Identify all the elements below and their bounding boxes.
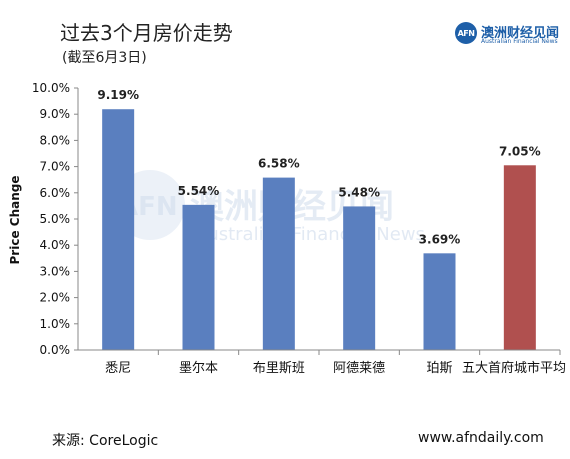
bar [102, 109, 135, 350]
category-label: 悉尼 [105, 361, 131, 376]
afn-logo: AFN 澳洲财经见闻 Australian Financial News [455, 22, 565, 52]
category-label: 墨尔本 [179, 361, 218, 376]
website-text: www.afndaily.com [418, 430, 544, 446]
data-label: 7.05% [499, 144, 541, 158]
y-tick-label: 10.0% [32, 81, 70, 95]
y-tick-label: 2.0% [40, 291, 71, 305]
watermark-en: Australian Financial News [195, 224, 425, 245]
data-label: 6.58% [258, 157, 300, 171]
y-tick-label: 1.0% [40, 317, 71, 331]
data-labels: 9.19% 5.54% 6.58% 5.48% 3.69% 7.05% [97, 88, 540, 246]
y-tick-label: 0.0% [40, 343, 71, 357]
y-tick-label: 8.0% [40, 133, 71, 147]
category-label: 珀斯 [426, 361, 452, 376]
data-label: 3.69% [419, 232, 461, 246]
category-label: 五大首府城市平均 [462, 360, 566, 376]
y-tick-label: 4.0% [40, 238, 71, 252]
category-label: 布里斯班 [253, 361, 305, 376]
data-label: 5.54% [178, 184, 220, 198]
chart-subtitle: (截至6月3日) [62, 50, 147, 66]
afn-logo-icon: AFN [455, 22, 477, 44]
data-label: 9.19% [97, 88, 139, 102]
data-label: 5.48% [338, 185, 380, 199]
y-tick-label: 6.0% [40, 186, 71, 200]
logo-name-cn: 澳洲财经见闻 [481, 26, 560, 41]
bar [182, 204, 215, 350]
category-labels: 悉尼 墨尔本 布里斯班 阿德莱德 珀斯 五大首府城市平均 [105, 350, 566, 376]
category-label: 阿德莱德 [333, 361, 385, 376]
source-text: 来源: CoreLogic [52, 433, 159, 449]
bar [503, 165, 536, 350]
y-axis-label: Price Change [8, 176, 22, 265]
bar [262, 177, 295, 350]
chart-title: 过去3个月房价走势 [60, 21, 233, 45]
logo-name-en: Australian Financial News [481, 38, 558, 45]
y-tick-label: 5.0% [40, 212, 71, 226]
y-ticks: 0.0% 1.0% 2.0% 3.0% 4.0% 5.0% 6.0% 7.0% 8.0% 9.0%… [32, 81, 78, 357]
y-tick-label: 7.0% [40, 160, 71, 174]
y-tick-label: 9.0% [40, 107, 71, 121]
y-tick-label: 3.0% [40, 264, 71, 278]
bar [423, 253, 456, 350]
bars [102, 109, 536, 350]
bar [343, 206, 376, 350]
